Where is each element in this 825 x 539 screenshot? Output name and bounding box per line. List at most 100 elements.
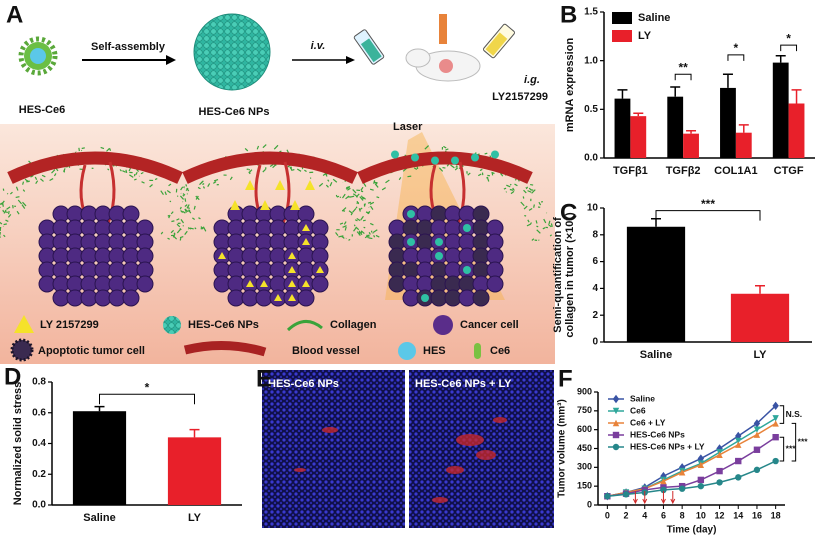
x-tick-label: 2: [624, 510, 629, 520]
collagen-fiber: [182, 210, 186, 214]
drug-marker: [245, 180, 255, 190]
collagen-fiber: [63, 168, 66, 173]
collagen-fiber: [348, 210, 353, 214]
y-tick-label: 450: [577, 443, 592, 453]
collagen-fiber: [30, 174, 34, 178]
syringe-icon: [353, 29, 385, 65]
collagen-fiber: [346, 186, 351, 189]
x-tick-label: LY: [188, 512, 202, 524]
collagen-fiber: [16, 210, 20, 215]
collagen-fiber: [168, 183, 172, 187]
collagen-fiber: [195, 195, 199, 200]
y-tick-label: 600: [577, 424, 592, 434]
collagen-fiber: [523, 189, 527, 194]
collagen-fiber: [167, 237, 170, 240]
y-tick-label: 300: [577, 462, 592, 472]
collagen-fiber: [180, 219, 185, 224]
collagen-fiber: [547, 223, 552, 228]
collagen-fiber: [455, 165, 458, 168]
bar: [167, 437, 222, 505]
collagen-fiber: [467, 172, 471, 176]
collagen-fiber: [22, 201, 27, 207]
collagen-fiber: [3, 223, 7, 226]
collagen-fiber: [202, 183, 205, 186]
collagen-fiber: [360, 186, 364, 191]
collagen-fiber: [372, 229, 378, 233]
collagen-fiber: [273, 144, 279, 150]
nanoparticle: [407, 238, 415, 246]
laser-label: Laser: [393, 121, 423, 133]
data-point: [753, 431, 761, 438]
panel-letter: E: [256, 365, 272, 392]
bar: [720, 87, 736, 158]
collagen-fiber: [7, 210, 10, 215]
collagen-fiber: [256, 145, 260, 150]
nanoparticle: [391, 150, 399, 159]
collagen-fiber: [40, 178, 44, 182]
mouse-icon: [405, 14, 481, 82]
collagen-fiber: [543, 218, 547, 224]
data-point: [716, 479, 723, 486]
collagen-fiber: [355, 206, 358, 209]
collagen-fiber: [342, 225, 347, 228]
collagen-stain: [294, 417, 507, 503]
significance-bracket: [99, 393, 195, 405]
drug-marker: [274, 294, 282, 301]
y-axis-label: Semi-quantification of: [552, 217, 564, 333]
collagen-fiber: [197, 186, 201, 190]
cancer-cell: [311, 275, 329, 293]
drug-label: LY2157299: [492, 91, 548, 103]
collagen-fiber: [376, 196, 380, 199]
micrograph-label: HES-Ce6 NPs + LY: [415, 378, 512, 390]
collagen-fiber: [360, 190, 364, 193]
y-tick-label: 0.6: [32, 407, 46, 418]
collagen-fiber: [2, 202, 4, 207]
error-bar: [738, 124, 749, 133]
collagen-fiber: [344, 226, 347, 231]
collagen-fiber: [342, 193, 346, 199]
collagen-fiber: [6, 206, 11, 210]
panel-letter: D: [4, 363, 21, 390]
drug-marker: [260, 200, 270, 210]
data-point: [660, 477, 667, 485]
collagen-fiber: [367, 201, 372, 204]
data-point: [697, 476, 705, 484]
collagen-fiber: [34, 176, 38, 180]
collagen-fiber: [2, 209, 5, 213]
collagen-fiber: [362, 219, 366, 222]
legend-label: Ce6 + LY: [630, 417, 666, 427]
cancer-cell: [122, 289, 140, 307]
collagen-fiber: [398, 177, 402, 181]
data-point: [753, 446, 761, 453]
data-point: [716, 451, 723, 458]
collagen-fiber: [166, 190, 171, 194]
x-tick-label: LY: [753, 349, 767, 361]
collagen-fiber: [362, 196, 366, 200]
collagen-fiber: [24, 178, 29, 183]
collagen-fiber: [207, 183, 211, 187]
x-tick-label: 10: [696, 510, 706, 520]
collagen-fiber: [129, 174, 134, 178]
collagen-fiber: [194, 227, 197, 230]
y-tick-label: 2: [592, 310, 598, 321]
collagen-fiber: [318, 182, 324, 187]
collagen-fiber: [185, 184, 188, 187]
data-point: [753, 419, 761, 428]
error-bar: [670, 86, 681, 97]
significance-bracket: [779, 405, 785, 424]
collagen-fiber: [354, 219, 358, 222]
collagen-fiber: [413, 167, 418, 170]
significance-bracket: [655, 210, 761, 221]
data-point: [772, 420, 779, 427]
collagen-fiber: [53, 173, 57, 177]
data-point: [716, 467, 723, 475]
legend-marker: [612, 407, 620, 415]
data-point: [735, 457, 742, 465]
collagen-fiber: [443, 145, 447, 149]
treatment-arrow: [661, 491, 666, 505]
collagen-fiber: [531, 189, 536, 194]
data-point: [735, 437, 742, 445]
collagen-fiber: [202, 186, 205, 189]
error-bar: [617, 89, 628, 99]
nanoparticle: [431, 156, 439, 165]
